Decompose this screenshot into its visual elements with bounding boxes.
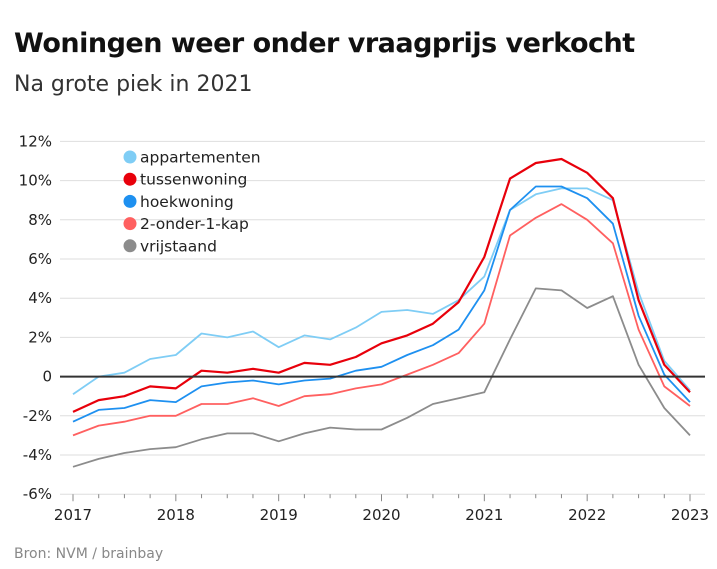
chart-title: Woningen weer onder vraagprijs verkocht [14, 28, 635, 59]
legend-label: tussenwoning [140, 171, 247, 189]
series-line-hoekwoning [72, 185, 691, 423]
x-tick-label: 2021 [465, 506, 503, 524]
y-tick-label: -4% [23, 446, 52, 464]
legend-marker [123, 172, 137, 186]
x-tick-label: 2019 [260, 506, 298, 524]
y-tick-label: 4% [28, 289, 52, 307]
y-tick-label: -2% [23, 407, 52, 425]
chart-subtitle: Na grote piek in 2021 [14, 72, 253, 97]
y-tick-label: 0 [42, 368, 52, 386]
y-tick-label: 6% [28, 250, 52, 268]
legend-marker [123, 150, 137, 164]
legend-marker [123, 217, 137, 231]
series-line-vrijstaand [72, 287, 691, 468]
x-tick-label: 2022 [568, 506, 606, 524]
x-tick-label: 2017 [54, 506, 92, 524]
source-note: Bron: NVM / brainbay [14, 546, 164, 562]
x-tick-label: 2023 [671, 506, 709, 524]
series-line-appartementen [72, 187, 691, 395]
legend-label: vrijstaand [140, 237, 217, 255]
legend-marker [123, 239, 137, 253]
x-tick-label: 2020 [362, 506, 400, 524]
y-tick-label: -6% [23, 485, 52, 503]
series-line-tussenwoning [72, 157, 691, 413]
legend-label: 2-onder-1-kap [140, 215, 249, 233]
y-tick-label: 8% [28, 211, 52, 229]
series-line-2-onder-1-kap [72, 203, 691, 437]
y-tick-label: 2% [28, 328, 52, 346]
legend-label: hoekwoning [140, 193, 234, 211]
legend-label: appartementen [140, 149, 261, 167]
legend-marker [123, 194, 137, 208]
y-tick-label: 12% [19, 132, 52, 150]
y-tick-label: 10% [19, 172, 52, 190]
x-tick-label: 2018 [157, 506, 195, 524]
